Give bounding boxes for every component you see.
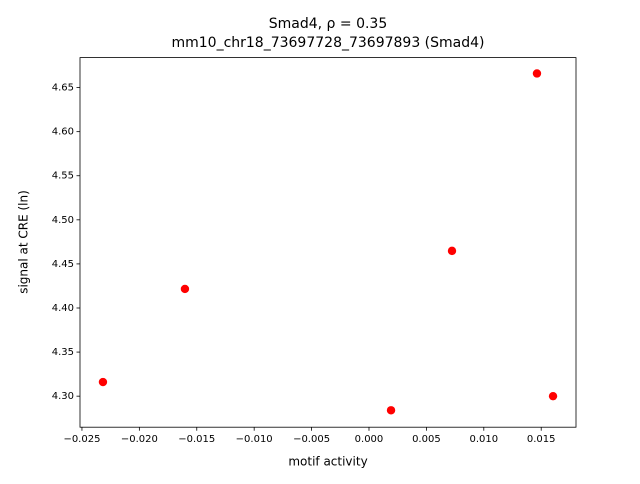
- chart-title: Smad4, ρ = 0.35: [269, 16, 388, 32]
- y-tick-label: 4.45: [52, 259, 74, 270]
- point: [532, 69, 542, 78]
- y-tick-label: 4.50: [52, 215, 74, 226]
- point: [548, 391, 558, 401]
- y-axis-label: signal at CRE (ln): [17, 190, 31, 294]
- point: [386, 406, 396, 415]
- plot-frame: [79, 57, 577, 428]
- point: [447, 246, 457, 256]
- y-tick-label: 4.65: [52, 83, 74, 94]
- x-tick-label: 0.005: [412, 434, 441, 445]
- y-tick-label: 4.40: [52, 303, 74, 314]
- x-tick-label: −0.020: [121, 434, 158, 445]
- y-tick-label: 4.30: [52, 391, 74, 402]
- x-tick-label: −0.015: [178, 434, 215, 445]
- x-tick-label: 0.015: [527, 434, 556, 445]
- y-tick-label: 4.35: [52, 347, 74, 358]
- point: [180, 284, 190, 294]
- x-tick-label: −0.005: [293, 434, 330, 445]
- y-tick-label: 4.55: [52, 171, 74, 182]
- x-tick-label: 0.000: [355, 434, 384, 445]
- x-tick-label: 0.010: [469, 434, 498, 445]
- x-axis-label: motif activity: [288, 455, 367, 469]
- x-tick-label: −0.010: [236, 434, 273, 445]
- x-tick-label: −0.025: [63, 434, 100, 445]
- point: [98, 377, 108, 387]
- chart-subtitle: mm10_chr18_73697728_73697893 (Smad4): [171, 35, 484, 51]
- y-tick-label: 4.60: [52, 127, 74, 138]
